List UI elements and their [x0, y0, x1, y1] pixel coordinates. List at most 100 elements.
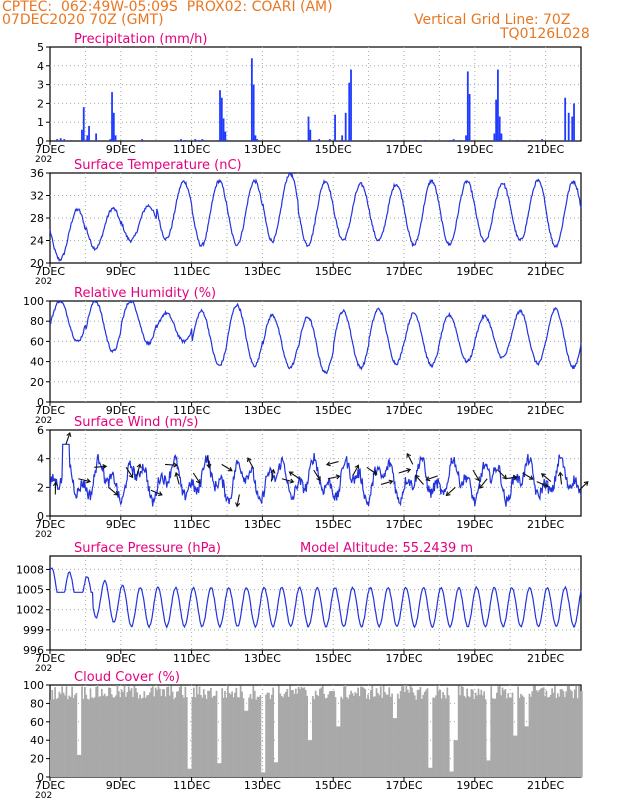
y-tick-label: 1 [37, 116, 44, 129]
precip-bar [81, 129, 83, 141]
x-tick-label: 11DEC [173, 265, 210, 278]
wind-arrow [150, 489, 163, 497]
cloud-bar [208, 690, 211, 777]
cloud-bar [430, 767, 433, 777]
wind-arrow [504, 474, 518, 481]
cloud-bar [515, 735, 518, 777]
cloud-bar [449, 771, 452, 777]
cloud-bar [61, 686, 64, 777]
precip-bar [328, 139, 331, 141]
cloud-bar [556, 693, 559, 777]
cloud-bar [413, 695, 416, 777]
cloud-bar [303, 687, 306, 777]
y-tick-label: 60 [30, 716, 44, 729]
precip-bar [219, 90, 221, 141]
plot-frame [49, 555, 582, 651]
cloud-bar [229, 694, 232, 777]
cloud-bar [93, 697, 96, 777]
cloud-bar [119, 697, 122, 777]
wind-arrow [174, 471, 180, 485]
precip-bar [224, 131, 227, 141]
cloud-bar [505, 698, 508, 777]
cloud-bar [484, 699, 487, 777]
cloud-bar [51, 690, 54, 777]
wind-arrow [325, 461, 339, 467]
cloud-bar [568, 685, 570, 777]
cloud-bar [156, 690, 158, 777]
cloud-bar [127, 686, 130, 777]
x-tick-label: 11DEC [173, 779, 210, 792]
cloud-bar [187, 768, 190, 777]
cloud-bar [459, 695, 461, 777]
wind-arrow [192, 472, 201, 484]
cloud-bar [419, 686, 422, 777]
cloud-bar [401, 686, 403, 777]
x-tick-label: 17DEC [385, 265, 422, 278]
cloud-bar [436, 686, 439, 777]
cloud-bar [161, 689, 164, 777]
cloud-bar [514, 735, 517, 777]
y-tick-label: 4 [37, 60, 44, 73]
cloud-bar [494, 698, 497, 777]
x-tick-label: 9DEC [106, 404, 136, 417]
cloud-bar [470, 689, 473, 777]
cloud-bar [227, 685, 229, 777]
wind-arrow [541, 473, 552, 483]
cloud-bar [59, 693, 62, 777]
cloud-bar [491, 698, 494, 777]
cloud-bar [166, 687, 168, 777]
cloud-bar [474, 692, 477, 777]
humidity-panel: 0 20 40 60 80 100 7DEC 9DEC 11DEC 13DEC 15DEC 17DEC… [23, 286, 582, 426]
cloud-bar [535, 690, 538, 777]
cloud-bar [415, 699, 418, 777]
cloud-bar [442, 692, 444, 777]
cloud-bar [343, 686, 345, 777]
wind-arrow [445, 486, 456, 497]
cloud-bar [222, 697, 225, 777]
cloud-bar [262, 772, 265, 777]
cloud-bar [231, 691, 233, 777]
cloud-bar [238, 697, 241, 777]
cloud-bar [122, 691, 124, 777]
cloud-bar [280, 695, 283, 777]
cloud-bar [146, 695, 149, 777]
cloud-bar [287, 696, 290, 777]
cloud-bar [368, 699, 371, 777]
y-tick-label: 5 [37, 41, 44, 54]
wind-arrow [398, 467, 412, 474]
precip-bar [334, 114, 336, 141]
cloud-bar [561, 689, 563, 777]
precip-bar [254, 135, 257, 141]
cloud-bar [371, 686, 374, 777]
cloud-bar [283, 693, 286, 777]
y-tick-label: 100 [23, 295, 44, 308]
cloud-bar [324, 698, 327, 777]
cloud-bar [334, 697, 337, 777]
y-tick-label: 4 [37, 453, 44, 466]
cloud-bar [504, 689, 507, 777]
cloud-bar [483, 691, 486, 777]
cloud-bar [176, 691, 178, 777]
cloud-bar [497, 686, 500, 777]
precip-bar [459, 140, 462, 141]
y-tick-label: 6 [37, 424, 44, 437]
precip-bar [500, 133, 503, 141]
cloud-bar [225, 697, 228, 777]
wind-arrow [52, 481, 59, 495]
cloud-bar [377, 693, 379, 777]
cloud-bar [493, 699, 495, 777]
precip-bar [309, 129, 312, 141]
cloud-bar [425, 689, 427, 777]
y-tick-label: 24 [30, 235, 44, 248]
cloud-bar [476, 695, 478, 777]
cloud-bar [170, 685, 173, 777]
y-tick-label: 0 [37, 771, 44, 784]
cloud-bar [518, 697, 521, 777]
precip-bar [82, 107, 85, 141]
cloud-bar [443, 695, 446, 777]
cloud-bar [194, 697, 197, 777]
cloud-bar [75, 692, 78, 777]
precip-bar [111, 92, 113, 141]
cloud-bar [285, 691, 287, 777]
cloud-bar [248, 697, 250, 777]
